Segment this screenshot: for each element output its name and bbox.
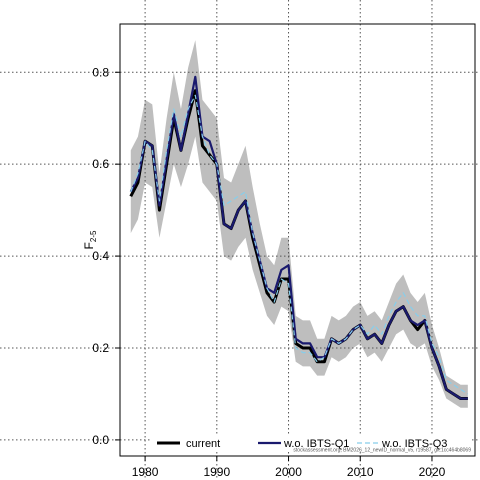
y-tick-label: 0.4 <box>92 249 109 263</box>
y-axis-label: F2-5 <box>82 230 98 249</box>
legend-label-3: w.o. IBTS-Q3 <box>381 438 447 450</box>
x-tick-label: 2010 <box>347 465 374 479</box>
plot-frame <box>119 23 476 457</box>
series-line-3 <box>130 94 469 395</box>
y-tick-label: 0.6 <box>92 157 109 171</box>
confidence-band <box>130 40 468 408</box>
confidence-band-layer <box>130 40 468 408</box>
x-tick-label: 2020 <box>419 465 446 479</box>
legend: current w.o. IBTS-Q1 w.o. IBTS-Q3 <box>150 436 472 450</box>
x-tick-label: 1980 <box>132 465 159 479</box>
series-layer <box>129 75 469 401</box>
y-tick-label: 0.8 <box>92 65 109 79</box>
y-tick-label: 0.0 <box>92 433 109 447</box>
y-axis-label-main: F <box>82 242 96 249</box>
y-tick-label: 0.2 <box>92 341 109 355</box>
legend-label-2: w.o. IBTS-Q1 <box>283 438 349 450</box>
x-tick-label: 2000 <box>275 465 302 479</box>
x-axis: 1980 1990 2000 2010 2020 <box>132 456 446 479</box>
footnote: stockassessment.org, BM2026_12_newID_nor… <box>293 448 471 454</box>
y-axis-label-subscript: 2-5 <box>89 230 98 242</box>
series-line-2 <box>129 75 468 400</box>
legend-background <box>150 436 472 450</box>
legend-label-1: current <box>186 438 220 450</box>
x-tick-label: 1990 <box>203 465 230 479</box>
y-axis: 0.0 0.2 0.4 0.6 0.8 <box>92 65 120 447</box>
